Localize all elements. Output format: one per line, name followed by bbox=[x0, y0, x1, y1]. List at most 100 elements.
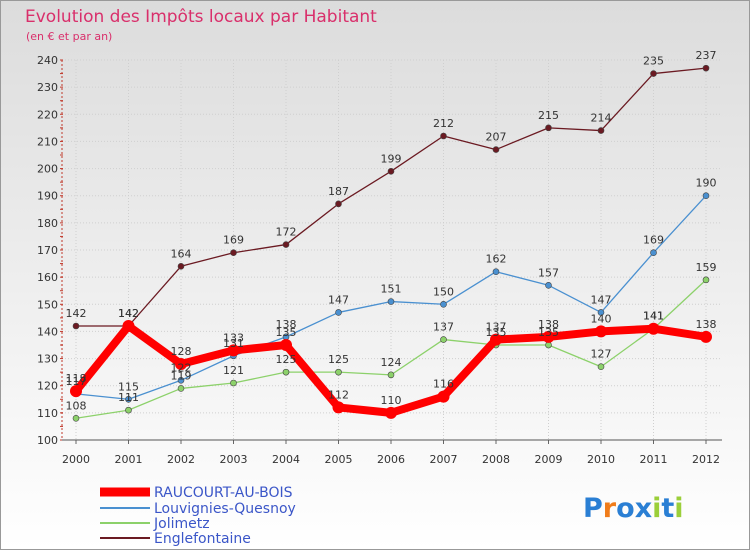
data-point bbox=[545, 124, 552, 132]
data-label: 164 bbox=[171, 247, 192, 260]
data-label: 112 bbox=[328, 388, 349, 401]
logo-letter: i bbox=[652, 493, 661, 524]
data-point bbox=[175, 358, 187, 370]
data-label: 190 bbox=[696, 177, 717, 190]
data-point bbox=[542, 330, 555, 343]
data-point bbox=[490, 333, 502, 346]
data-point bbox=[335, 200, 342, 208]
data-point bbox=[650, 70, 657, 77]
data-label: 135 bbox=[486, 326, 507, 339]
data-label: 128 bbox=[171, 345, 192, 358]
data-point bbox=[227, 344, 240, 357]
data-label: 199 bbox=[381, 152, 402, 165]
chart-title: Evolution des Impôts locaux par Habitant bbox=[25, 7, 377, 27]
x-tick-label: 2001 bbox=[115, 453, 143, 466]
y-tick-label: 230 bbox=[37, 81, 58, 94]
logo-letter: i bbox=[674, 493, 683, 524]
data-point bbox=[492, 268, 500, 276]
data-point bbox=[230, 249, 237, 257]
grid-layer bbox=[62, 59, 722, 441]
axis-layer: 100 110 120 130 140 150 160 170 180 190 200 210 220 2… bbox=[37, 54, 722, 466]
data-label: 147 bbox=[591, 293, 612, 306]
data-point bbox=[387, 167, 395, 175]
data-label: 137 bbox=[433, 321, 454, 334]
data-label: 138 bbox=[696, 318, 717, 331]
data-label: 142 bbox=[66, 307, 87, 320]
data-label: 172 bbox=[276, 226, 297, 239]
data-label: 119 bbox=[171, 369, 192, 382]
logo-letter: o bbox=[616, 493, 635, 524]
x-tick-label: 2010 bbox=[587, 453, 615, 466]
y-tick-label: 220 bbox=[37, 108, 58, 121]
data-point bbox=[545, 281, 552, 289]
data-label: 110 bbox=[381, 394, 402, 407]
data-label: 141 bbox=[643, 310, 664, 323]
y-tick-label: 120 bbox=[37, 380, 58, 393]
data-point bbox=[332, 401, 345, 414]
data-point bbox=[650, 249, 657, 257]
logo-letter: P bbox=[583, 493, 603, 524]
data-label: 138 bbox=[538, 318, 559, 331]
y-tick-label: 210 bbox=[37, 135, 58, 148]
data-point bbox=[387, 371, 395, 379]
data-point bbox=[597, 309, 605, 316]
data-point bbox=[437, 390, 450, 403]
x-tick-label: 2009 bbox=[535, 453, 563, 466]
y-tick-label: 190 bbox=[37, 190, 58, 203]
data-label: 121 bbox=[223, 364, 244, 377]
x-tick-label: 2002 bbox=[167, 453, 195, 466]
data-point bbox=[387, 298, 395, 305]
data-point bbox=[335, 368, 342, 376]
x-tick-label: 2006 bbox=[377, 453, 405, 466]
x-tick-label: 2011 bbox=[640, 453, 668, 466]
y-tick-label: 140 bbox=[37, 325, 58, 338]
data-label: 235 bbox=[643, 55, 664, 68]
x-tick-label: 2005 bbox=[325, 453, 353, 466]
x-tick-label: 2004 bbox=[272, 453, 300, 466]
data-label: 133 bbox=[223, 331, 244, 344]
data-point bbox=[440, 336, 447, 343]
data-label: 169 bbox=[223, 234, 244, 247]
data-point bbox=[230, 379, 237, 387]
series-layer bbox=[70, 64, 712, 422]
data-label: 138 bbox=[276, 318, 297, 331]
data-label: 116 bbox=[433, 378, 454, 391]
data-label: 118 bbox=[66, 372, 87, 385]
data-label: 127 bbox=[591, 348, 612, 361]
data-point bbox=[177, 376, 185, 384]
data-point bbox=[280, 339, 292, 351]
data-point bbox=[492, 146, 500, 153]
logo-letter: r bbox=[603, 493, 617, 524]
x-tick-label: 2008 bbox=[482, 453, 510, 466]
data-point bbox=[70, 385, 82, 398]
data-label: 187 bbox=[328, 185, 349, 198]
data-point bbox=[177, 262, 185, 270]
data-point bbox=[702, 192, 710, 200]
data-point bbox=[440, 300, 447, 308]
legend-label: Louvignies-Quesnoy bbox=[154, 501, 296, 517]
data-label: 142 bbox=[118, 307, 139, 320]
x-tick-label: 2000 bbox=[62, 453, 90, 466]
chart-subtitle: (en € et par an) bbox=[26, 30, 112, 43]
legend-label: RAUCOURT-AU-BOIS bbox=[154, 485, 293, 501]
logo-letter: x bbox=[635, 493, 652, 524]
legend-label: Englefontaine bbox=[154, 531, 251, 547]
data-point bbox=[702, 64, 710, 72]
legend-label: Jolimetz bbox=[153, 516, 210, 532]
data-label: 135 bbox=[276, 326, 297, 339]
y-tick-label: 130 bbox=[37, 353, 58, 366]
data-label: 137 bbox=[486, 321, 507, 334]
data-point bbox=[125, 406, 132, 414]
data-point bbox=[545, 341, 552, 349]
data-label: 122 bbox=[171, 361, 192, 374]
data-point bbox=[597, 127, 605, 134]
y-tick-label: 110 bbox=[37, 407, 58, 420]
y-tick-label: 180 bbox=[37, 217, 58, 230]
y-tick-label: 200 bbox=[37, 163, 58, 176]
data-point bbox=[282, 241, 290, 248]
proxiti-logo: Proxiti bbox=[583, 493, 684, 524]
data-point bbox=[282, 368, 290, 376]
data-label: 135 bbox=[538, 326, 559, 339]
data-point bbox=[702, 276, 710, 284]
